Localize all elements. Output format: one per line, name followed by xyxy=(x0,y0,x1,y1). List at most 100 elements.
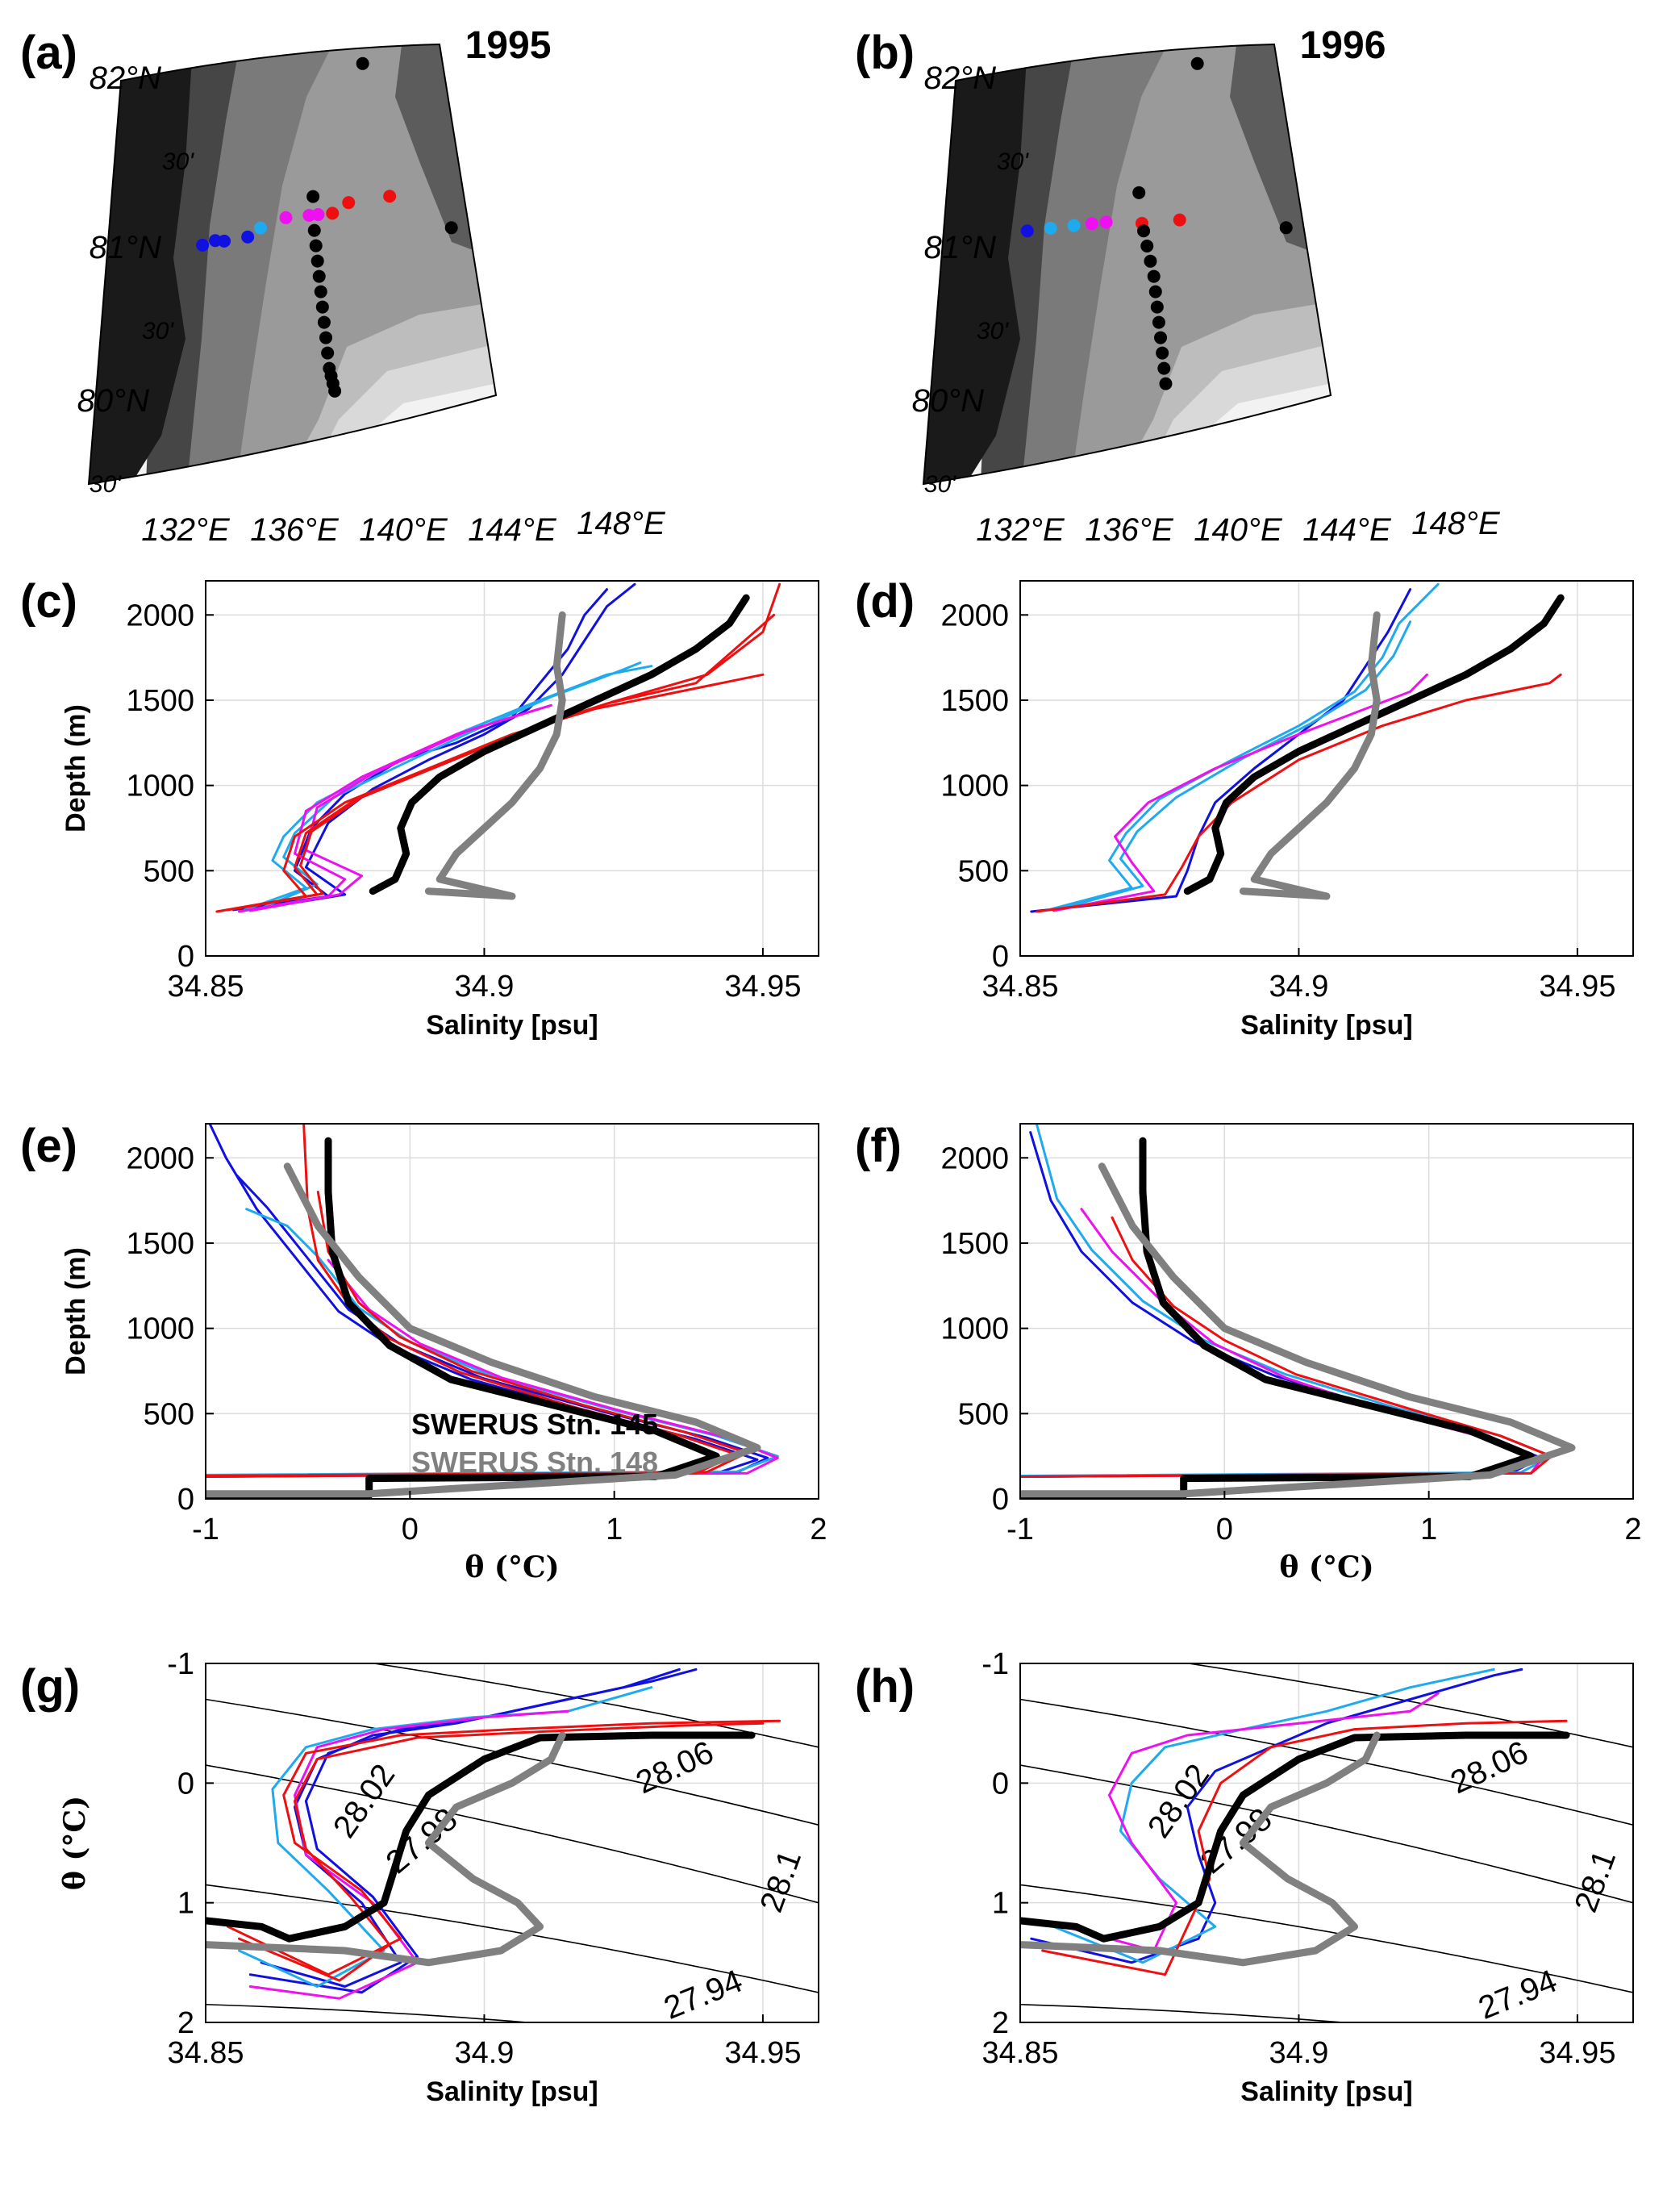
y-tick-label: 500 xyxy=(144,1397,194,1431)
station-marker xyxy=(319,331,333,344)
x-tick-label: 34.95 xyxy=(724,2036,801,2070)
station-marker xyxy=(315,300,329,314)
isopycnal-line xyxy=(1020,2003,1350,2022)
isopycnal-line xyxy=(1185,1663,1633,1748)
x-tick-label: 34.95 xyxy=(1539,2036,1615,2070)
isopycnal-line xyxy=(206,2003,536,2022)
x-tick-label: 0 xyxy=(402,1513,419,1546)
lat-minute-label: 30' xyxy=(997,148,1029,175)
station-marker xyxy=(317,315,331,329)
y-tick-label: 1000 xyxy=(940,770,1009,803)
station-marker xyxy=(1150,300,1164,314)
panel-label-c: (c) xyxy=(20,575,77,628)
station-marker xyxy=(1147,269,1161,283)
series-line-blue xyxy=(260,582,636,910)
series-line-cyan xyxy=(1047,582,1440,912)
lon-label: 136°E xyxy=(250,512,340,548)
panel-label-g: (g) xyxy=(20,1660,80,1713)
axes-frame xyxy=(205,580,819,957)
x-tick-label: 34.95 xyxy=(724,970,801,1004)
lat-minute-label: 30' xyxy=(142,318,174,344)
y-tick-label: 500 xyxy=(958,1397,1009,1431)
station-marker xyxy=(383,190,397,203)
x-tick-label: 34.9 xyxy=(454,970,514,1004)
x-tick-label: 34.85 xyxy=(981,970,1058,1004)
isopycnal-line xyxy=(1020,1764,1633,1904)
legend-item-stn145: SWERUS Stn. 145 xyxy=(411,1408,658,1441)
series-line-magenta xyxy=(206,1258,779,1477)
axes-frame xyxy=(1019,580,1634,957)
x-axis-label: θ (°C) xyxy=(465,1550,559,1584)
lat-minute-label: 30' xyxy=(90,471,122,498)
x-tick-label: -1 xyxy=(1006,1513,1034,1546)
station-marker xyxy=(1044,221,1057,235)
panel-label-b: (b) xyxy=(855,27,915,79)
isopycnal-line xyxy=(206,1884,819,1993)
x-tick-label: 34.85 xyxy=(981,2036,1058,2070)
plot-content xyxy=(1030,582,1565,913)
y-tick-label: 2000 xyxy=(126,599,194,632)
y-tick-label: -1 xyxy=(981,1647,1009,1681)
y-tick-label: -1 xyxy=(167,1647,194,1681)
station-marker xyxy=(1020,224,1034,238)
plot-content xyxy=(1020,1124,1576,1499)
y-tick-label: 1000 xyxy=(940,1313,1009,1346)
station-marker xyxy=(254,221,268,235)
station-marker xyxy=(1279,221,1293,235)
series-line-magenta xyxy=(1052,673,1428,912)
x-axis-label: Salinity [psu] xyxy=(426,1010,598,1041)
x-tick-label: 34.9 xyxy=(1269,2036,1328,2070)
axes-frame xyxy=(205,1663,819,2023)
series-line-cyan xyxy=(1052,1667,1495,1964)
series-line-black xyxy=(369,594,750,895)
y-tick-label: 1500 xyxy=(126,1227,194,1261)
panel-label-f: (f) xyxy=(855,1120,902,1172)
station-marker xyxy=(279,211,293,224)
y-tick-label: 2000 xyxy=(940,599,1009,632)
y-tick-label: 1500 xyxy=(940,684,1009,718)
series-line-gray xyxy=(1020,1731,1381,1967)
map-bathymetry xyxy=(89,44,496,484)
lon-label: 136°E xyxy=(1085,512,1174,548)
station-marker xyxy=(1157,361,1171,375)
station-marker xyxy=(1148,285,1162,298)
isopycnal-line xyxy=(1020,1698,1633,1826)
panel-label-d: (d) xyxy=(855,575,915,628)
isopycnal-line xyxy=(206,1764,819,1904)
station-marker xyxy=(311,207,325,221)
station-marker xyxy=(1099,215,1113,229)
x-tick-label: 34.9 xyxy=(454,2036,514,2070)
axes-frame xyxy=(1019,1663,1634,2023)
isopycnal-line xyxy=(1020,1884,1633,1993)
plot-area xyxy=(1020,1124,1633,1499)
lon-label: 132°E xyxy=(976,512,1065,548)
station-marker xyxy=(309,239,323,253)
series-line-gray xyxy=(1239,611,1381,900)
series-line-black xyxy=(206,1137,720,1499)
x-axis-label: Salinity [psu] xyxy=(1240,1010,1412,1041)
x-tick-label: 0 xyxy=(1216,1513,1233,1546)
station-marker xyxy=(356,56,369,70)
y-tick-label: 0 xyxy=(992,940,1009,974)
panel-c-salinity-depth-1995: 34.85 34.9 34.95 0 500 1000 1500 2000 Salinity [… xyxy=(60,580,819,1041)
series-line-red xyxy=(232,582,781,911)
panel-label-h: (h) xyxy=(855,1660,915,1713)
x-tick-label: 2 xyxy=(810,1513,827,1546)
plot-content xyxy=(206,1124,779,1499)
lon-label: 140°E xyxy=(1194,512,1283,548)
y-tick-label: 1000 xyxy=(126,770,194,803)
y-tick-label: 1500 xyxy=(940,1227,1009,1261)
series-line-cyan xyxy=(1057,620,1412,911)
y-tick-label: 2 xyxy=(992,2006,1009,2040)
x-tick-label: 34.85 xyxy=(167,2036,244,2070)
lat-label: 80°N xyxy=(77,383,149,419)
y-tick-label: 500 xyxy=(958,854,1009,888)
lon-label: 148°E xyxy=(577,506,666,541)
y-tick-label: 1 xyxy=(992,1887,1009,1921)
y-tick-label: 2000 xyxy=(126,1141,194,1175)
lat-label: 82°N xyxy=(924,61,996,96)
lat-label: 80°N xyxy=(912,383,984,419)
station-marker xyxy=(1085,217,1098,231)
